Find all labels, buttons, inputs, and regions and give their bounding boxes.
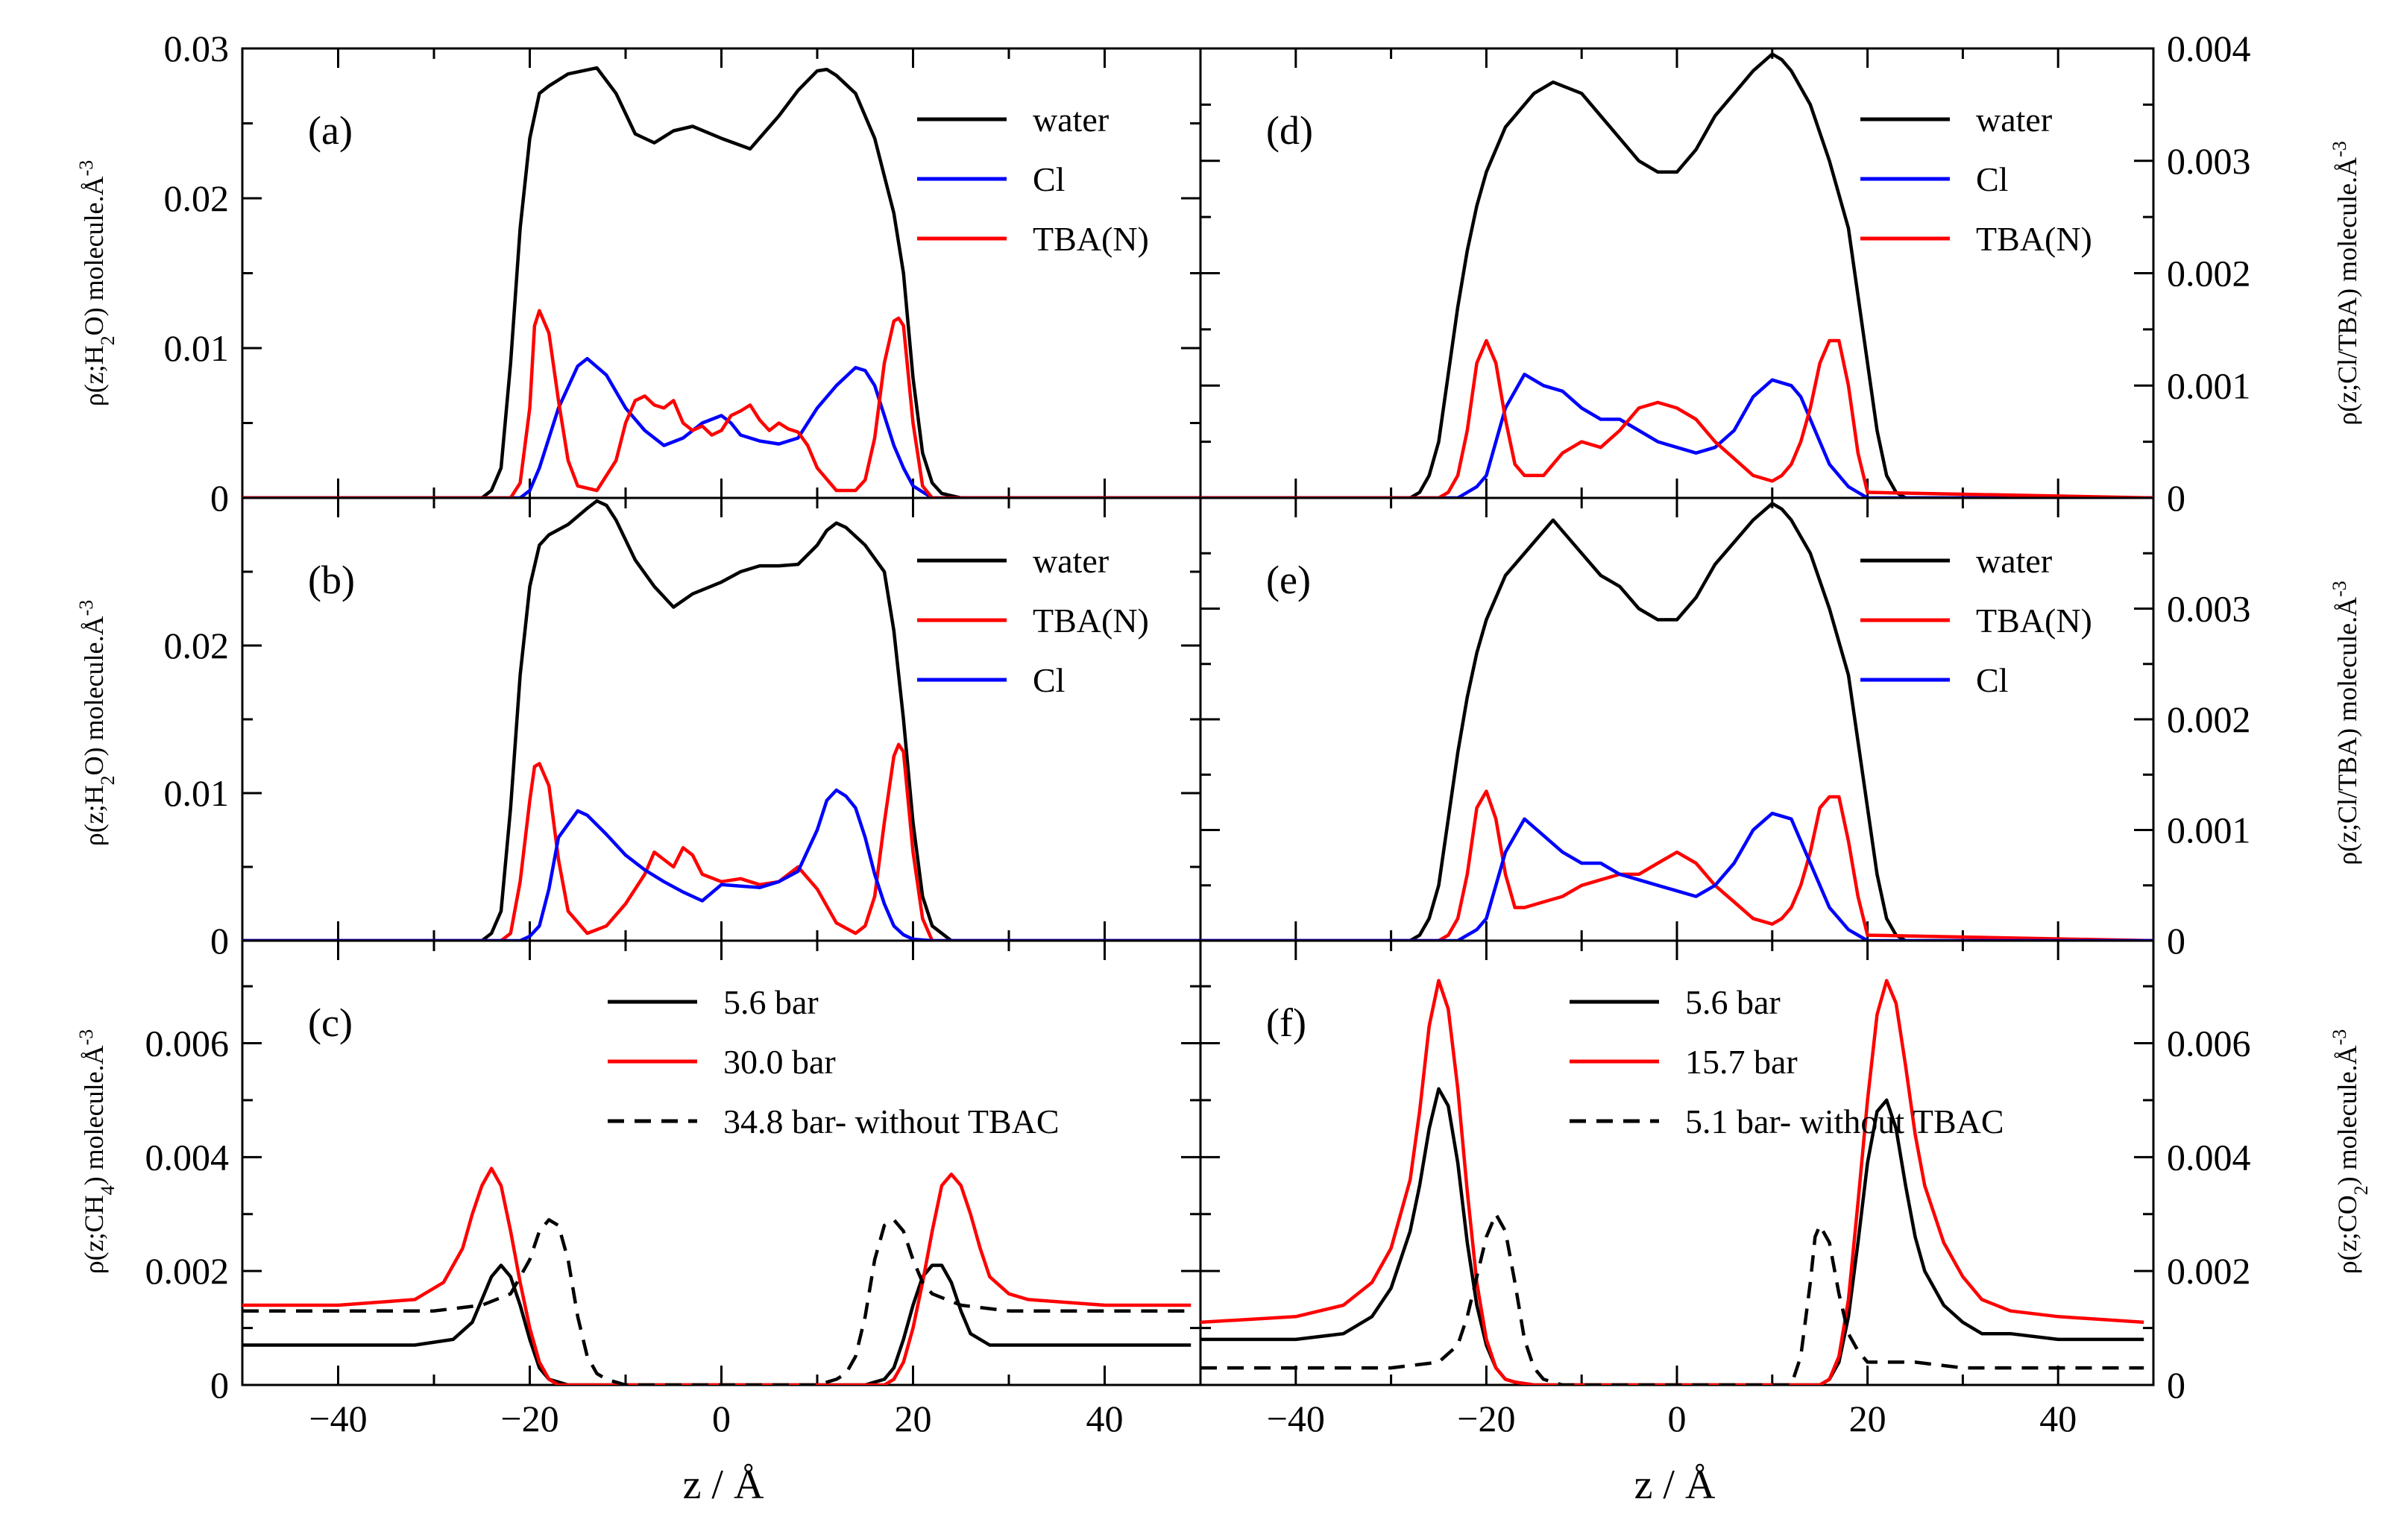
y-tick-label: 0.003 [2167,140,2251,182]
legend-entry: Cl [1976,160,2008,198]
x-tick-label: 40 [2039,1398,2077,1439]
y-tick-label: 0.004 [2167,1136,2251,1178]
series-line-cl [1200,811,2153,941]
series-line-34-8-bar-without-tbac [242,1218,1192,1385]
series-line-water [242,66,1200,498]
panel-label: (f) [1266,1000,1306,1045]
legend-entry: 15.7 bar [1685,1043,1798,1081]
panel-a: 0 0.01 0.02 0.03 (a) water Cl TBA(N) [164,28,1202,519]
x-tick-label: −40 [309,1398,367,1439]
series-line-water [1200,52,2153,498]
x-axis-title-left: z / Å [683,1462,764,1508]
y-tick-label: 0.002 [2167,698,2251,740]
series-line-water [242,499,1200,941]
series-line-cl [1200,372,2153,498]
y-axis-title-c: ρ(z;CH4) molecule.Å-3 [75,1029,119,1275]
legend-entry: Cl [1033,160,1065,198]
y-tick-label: 0.03 [164,28,230,69]
legend-entry: water [1976,542,2052,580]
series-line-tba-n [1200,789,2153,941]
y-tick-label: 0.02 [164,177,230,219]
series-line-tba-n [242,742,1200,941]
plot-frame [241,939,1202,1386]
panel-b: 0 0.01 0.02 (b) water TBA(N) Cl [164,496,1202,962]
series-line-water [1200,502,2153,941]
legend-entry: 30.0 bar [723,1043,836,1081]
series-line-15-7-bar [1200,979,2144,1385]
y-tick-label: 0.02 [164,625,230,666]
plot-frame [1199,939,2155,1386]
y-tick-label: 0 [210,477,229,519]
y-axis-title-b: ρ(z;H2O) molecule.Å-3 [75,600,119,847]
panel-label: (b) [308,558,355,602]
legend-entry: water [1976,101,2052,139]
series-line-tba-n [1200,338,2153,498]
y-tick-label: 0.006 [2167,1023,2251,1064]
legend-entry: TBA(N) [1976,220,2092,258]
series-line-5-6-bar [1200,1087,2144,1385]
panel-c: −40 −20 0 20 40 0 0.002 0.004 0.006 (c) 5.6 bar 30.… [145,939,1202,1439]
legend-entry: TBA(N) [1033,220,1149,258]
legend-entry: 5.6 bar [723,983,819,1021]
y-tick-label: 0 [2167,477,2185,519]
y-tick-label: 0.01 [164,327,230,369]
y-axis-title-d: ρ(z;Cl/TBA) molecule.Å-3 [2329,141,2363,426]
legend-entry: water [1033,542,1109,580]
y-tick-label: 0.004 [2167,28,2251,69]
y-tick-label: 0 [2167,920,2185,962]
y-tick-label: 0.002 [145,1250,230,1292]
panel-label: (e) [1266,558,1311,602]
y-tick-label: 0.002 [2167,253,2251,294]
panel-label: (d) [1266,108,1313,153]
y-axis-title-f: ρ(z;CO2) molecule.Å-3 [2329,1029,2372,1275]
x-tick-label: 0 [1668,1398,1687,1439]
x-tick-label: 40 [1086,1398,1124,1439]
legend-entry: TBA(N) [1976,602,2092,640]
y-tick-label: 0 [2167,1364,2185,1406]
y-tick-label: 0.01 [164,772,230,814]
legend-entry: 5.6 bar [1685,983,1781,1021]
y-tick-label: 0.001 [2167,365,2251,406]
y-tick-label: 0.002 [2167,1250,2251,1292]
x-tick-label: 20 [895,1398,932,1439]
series-line-tba-n [242,309,1200,498]
x-axis-title-right: z / Å [1634,1462,1716,1508]
legend-entry: Cl [1033,661,1065,699]
legend-entry: TBA(N) [1033,602,1149,640]
series-line-5-1-bar-without-tbac [1200,1212,2144,1385]
y-axis-title-e: ρ(z;Cl/TBA) molecule.Å-3 [2329,581,2363,865]
y-tick-label: 0.003 [2167,588,2251,630]
series-line-cl [242,356,1200,498]
panel-e: 0 0.001 0.002 0.003 (e) water TBA(N) Cl [1199,496,2251,962]
y-axis-title-a: ρ(z;H2O) molecule.Å-3 [75,160,119,407]
x-tick-label: −20 [1457,1398,1515,1439]
y-tick-label: 0.004 [145,1136,230,1178]
series-line-30-0-bar [242,1167,1192,1385]
x-tick-label: −20 [500,1398,558,1439]
series-line-cl [242,788,1200,941]
legend-entry: water [1033,101,1109,139]
legend-entry: 34.8 bar- without TBAC [723,1102,1060,1140]
x-tick-label: 20 [1849,1398,1886,1439]
y-tick-label: 0.006 [145,1023,230,1064]
x-tick-label: −40 [1267,1398,1325,1439]
series-line-5-6-bar [242,1263,1192,1385]
panels-group: 0 0.01 0.02 0.03 (a) water Cl TBA(N) 0 0.01 0.02 (b… [145,28,2251,1439]
panel-f: −40 −20 0 20 40 0 0.002 0.004 0.006 (f) 5.6 bar 15.… [1199,939,2251,1439]
x-tick-label: 0 [712,1398,731,1439]
panel-d: 0 0.001 0.002 0.003 0.004 (d) water Cl TBA(N) [1199,28,2251,519]
legend-entry: 5.1 bar- without TBAC [1685,1102,2004,1140]
legend-entry: Cl [1976,661,2008,699]
panel-label: (a) [308,108,353,153]
y-tick-label: 0 [210,920,229,962]
y-tick-label: 0 [210,1364,229,1406]
y-tick-label: 0.001 [2167,810,2251,851]
panel-label: (c) [308,1000,353,1045]
